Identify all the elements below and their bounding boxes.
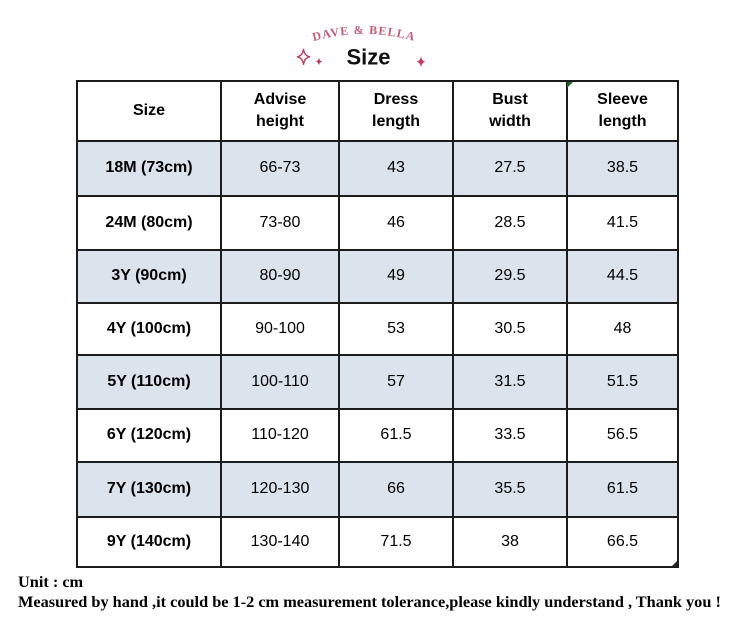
svg-text:Size: Size [346, 45, 390, 70]
svg-text:DAVE & BELLA: DAVE & BELLA [311, 23, 418, 44]
